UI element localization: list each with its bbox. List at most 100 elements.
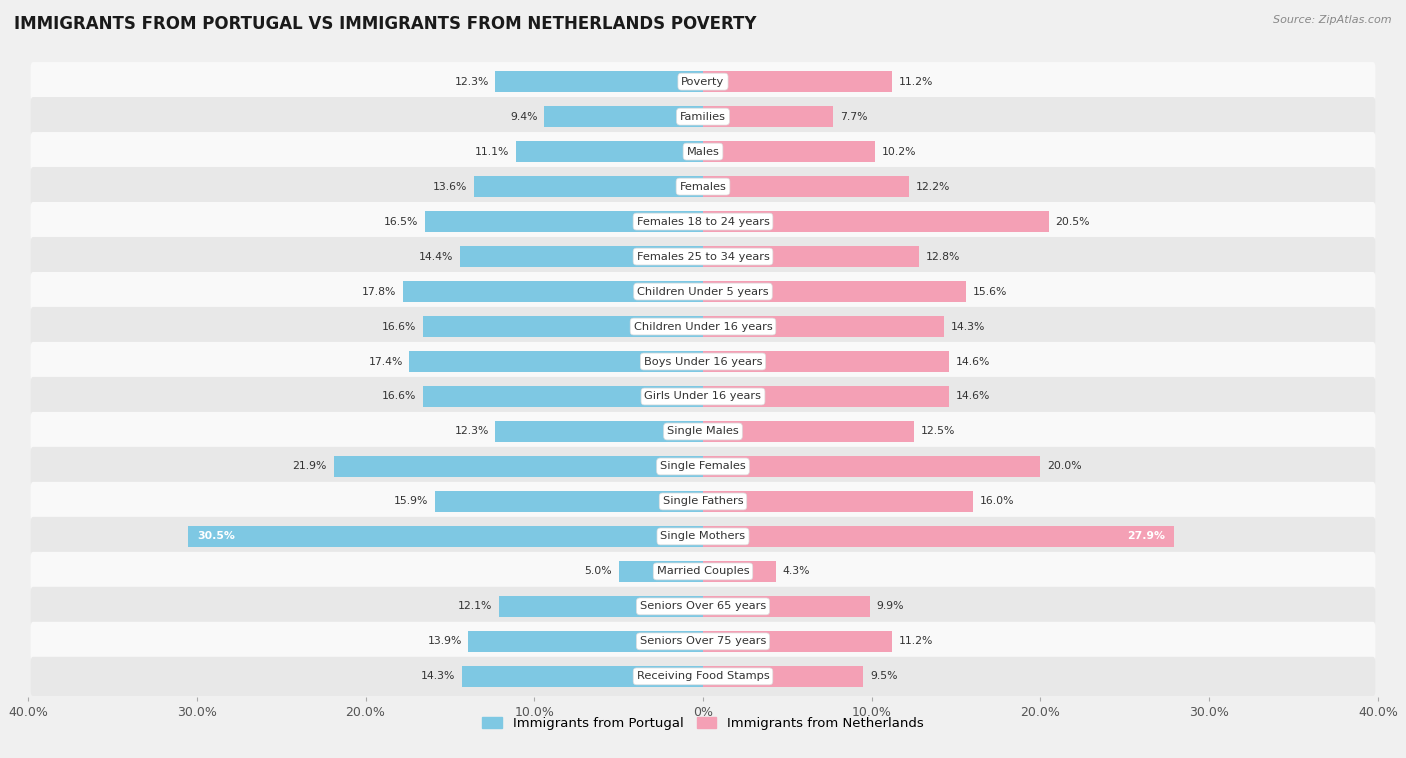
- Text: Single Mothers: Single Mothers: [661, 531, 745, 541]
- Bar: [495, 421, 703, 442]
- Bar: [703, 387, 949, 406]
- Bar: [434, 491, 703, 512]
- Text: Seniors Over 65 years: Seniors Over 65 years: [640, 601, 766, 612]
- Text: 30.5%: 30.5%: [197, 531, 235, 541]
- Text: 11.1%: 11.1%: [475, 146, 509, 157]
- FancyBboxPatch shape: [31, 342, 1375, 381]
- Text: 14.4%: 14.4%: [419, 252, 453, 262]
- Bar: [409, 352, 703, 371]
- Text: 21.9%: 21.9%: [292, 462, 326, 471]
- Text: 12.1%: 12.1%: [458, 601, 492, 612]
- Bar: [188, 526, 703, 547]
- Bar: [703, 631, 891, 652]
- Bar: [703, 177, 908, 197]
- Text: 14.3%: 14.3%: [950, 321, 986, 331]
- FancyBboxPatch shape: [31, 656, 1375, 696]
- Text: Families: Families: [681, 111, 725, 121]
- Text: IMMIGRANTS FROM PORTUGAL VS IMMIGRANTS FROM NETHERLANDS POVERTY: IMMIGRANTS FROM PORTUGAL VS IMMIGRANTS F…: [14, 15, 756, 33]
- Bar: [703, 456, 1040, 477]
- Text: Females: Females: [679, 182, 727, 192]
- Text: 14.3%: 14.3%: [420, 672, 456, 681]
- FancyBboxPatch shape: [31, 552, 1375, 591]
- Text: 17.4%: 17.4%: [368, 356, 402, 367]
- FancyBboxPatch shape: [31, 237, 1375, 276]
- Bar: [495, 71, 703, 92]
- Bar: [703, 526, 1174, 547]
- Text: Single Males: Single Males: [666, 427, 740, 437]
- FancyBboxPatch shape: [31, 97, 1375, 136]
- Text: 12.8%: 12.8%: [925, 252, 960, 262]
- FancyBboxPatch shape: [31, 447, 1375, 486]
- Text: 16.6%: 16.6%: [382, 321, 416, 331]
- Bar: [703, 352, 949, 371]
- Bar: [516, 142, 703, 161]
- Text: 13.6%: 13.6%: [433, 182, 467, 192]
- Text: 4.3%: 4.3%: [782, 566, 810, 576]
- Bar: [703, 561, 776, 581]
- Text: Source: ZipAtlas.com: Source: ZipAtlas.com: [1274, 15, 1392, 25]
- Text: 5.0%: 5.0%: [585, 566, 612, 576]
- Text: Females 18 to 24 years: Females 18 to 24 years: [637, 217, 769, 227]
- FancyBboxPatch shape: [31, 132, 1375, 171]
- Text: 15.9%: 15.9%: [394, 496, 427, 506]
- Bar: [703, 316, 945, 337]
- Text: Seniors Over 75 years: Seniors Over 75 years: [640, 637, 766, 647]
- Bar: [703, 71, 891, 92]
- Text: 12.5%: 12.5%: [921, 427, 955, 437]
- Text: 9.5%: 9.5%: [870, 672, 897, 681]
- Bar: [402, 281, 703, 302]
- Text: 16.0%: 16.0%: [980, 496, 1014, 506]
- Bar: [703, 246, 920, 267]
- Text: Single Females: Single Females: [661, 462, 745, 471]
- Text: Girls Under 16 years: Girls Under 16 years: [644, 391, 762, 402]
- Bar: [703, 106, 832, 127]
- FancyBboxPatch shape: [31, 622, 1375, 661]
- Text: 10.2%: 10.2%: [882, 146, 917, 157]
- Text: 13.9%: 13.9%: [427, 637, 461, 647]
- Text: 20.0%: 20.0%: [1047, 462, 1081, 471]
- Text: 11.2%: 11.2%: [898, 637, 934, 647]
- Text: 11.2%: 11.2%: [898, 77, 934, 86]
- Text: 14.6%: 14.6%: [956, 356, 990, 367]
- FancyBboxPatch shape: [31, 167, 1375, 206]
- Bar: [703, 666, 863, 687]
- Bar: [423, 316, 703, 337]
- Bar: [499, 597, 703, 616]
- Text: Boys Under 16 years: Boys Under 16 years: [644, 356, 762, 367]
- Legend: Immigrants from Portugal, Immigrants from Netherlands: Immigrants from Portugal, Immigrants fro…: [477, 711, 929, 735]
- Text: 20.5%: 20.5%: [1056, 217, 1090, 227]
- Text: Children Under 5 years: Children Under 5 years: [637, 287, 769, 296]
- Text: Married Couples: Married Couples: [657, 566, 749, 576]
- Text: Poverty: Poverty: [682, 77, 724, 86]
- Text: 12.3%: 12.3%: [454, 77, 489, 86]
- Text: 16.6%: 16.6%: [382, 391, 416, 402]
- Bar: [703, 142, 875, 161]
- Text: Receiving Food Stamps: Receiving Food Stamps: [637, 672, 769, 681]
- Text: 14.6%: 14.6%: [956, 391, 990, 402]
- FancyBboxPatch shape: [31, 482, 1375, 521]
- Bar: [703, 597, 870, 616]
- Bar: [703, 211, 1049, 232]
- Text: Single Fathers: Single Fathers: [662, 496, 744, 506]
- Bar: [461, 666, 703, 687]
- Bar: [423, 387, 703, 406]
- Bar: [425, 211, 703, 232]
- Text: 16.5%: 16.5%: [384, 217, 418, 227]
- FancyBboxPatch shape: [31, 62, 1375, 102]
- Text: 15.6%: 15.6%: [973, 287, 1007, 296]
- Text: Males: Males: [686, 146, 720, 157]
- Bar: [333, 456, 703, 477]
- Text: Females 25 to 34 years: Females 25 to 34 years: [637, 252, 769, 262]
- Bar: [474, 177, 703, 197]
- Bar: [703, 491, 973, 512]
- FancyBboxPatch shape: [31, 307, 1375, 346]
- FancyBboxPatch shape: [31, 272, 1375, 311]
- Text: 17.8%: 17.8%: [361, 287, 396, 296]
- FancyBboxPatch shape: [31, 517, 1375, 556]
- Bar: [460, 246, 703, 267]
- Text: 27.9%: 27.9%: [1128, 531, 1166, 541]
- Text: 9.4%: 9.4%: [510, 111, 537, 121]
- Text: Children Under 16 years: Children Under 16 years: [634, 321, 772, 331]
- Text: 9.9%: 9.9%: [877, 601, 904, 612]
- Bar: [703, 421, 914, 442]
